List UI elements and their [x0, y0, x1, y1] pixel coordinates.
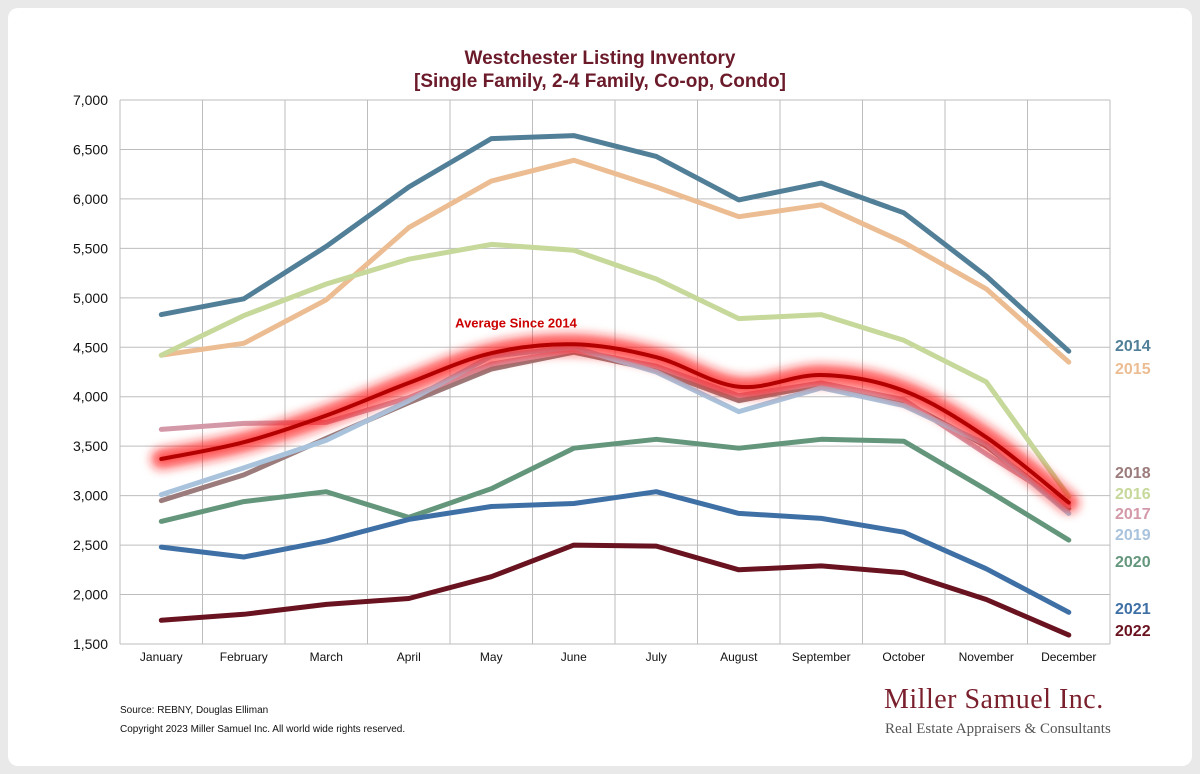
y-tick-label: 4,000 — [73, 389, 108, 405]
series-line-2022 — [158, 542, 1072, 638]
y-tick-label: 5,500 — [73, 240, 108, 256]
y-tick-label: 3,000 — [73, 488, 108, 504]
series-line-2021 — [158, 489, 1072, 615]
average-line — [159, 342, 1071, 505]
series-label-2018: 2018 — [1115, 465, 1151, 482]
y-tick-label: 6,000 — [73, 191, 108, 207]
x-tick-label: July — [646, 650, 667, 664]
chart-card — [8, 8, 1192, 766]
series-line-2015 — [158, 157, 1072, 365]
y-tick-label: 2,500 — [73, 537, 108, 553]
brand-logo-text: Miller Samuel Inc. — [884, 684, 1104, 715]
x-tick-label: November — [959, 650, 1014, 664]
y-tick-label: 2,000 — [73, 587, 108, 603]
series-label-2022: 2022 — [1115, 623, 1151, 640]
series-line-2016 — [158, 241, 1072, 500]
x-tick-label: December — [1041, 650, 1096, 664]
y-tick-label: 7,000 — [73, 92, 108, 108]
axes: 1,500 2,000 2,500 3,000 3,500 4,000 4,500 5,000… — [73, 92, 1096, 664]
y-tick-label: 5,000 — [73, 290, 108, 306]
x-tick-label: January — [140, 650, 183, 664]
series-labels: 2014 2015 2018 2016 2017 2019 2020 2021 2022 — [1115, 338, 1151, 640]
series-line-2019 — [158, 344, 1072, 516]
series-lines — [158, 133, 1072, 638]
y-tick-label: 6,500 — [73, 141, 108, 157]
x-tick-label: June — [561, 650, 587, 664]
series-label-2021: 2021 — [1115, 601, 1151, 618]
x-tick-label: May — [480, 650, 503, 664]
y-tick-label: 4,500 — [73, 339, 108, 355]
x-tick-label: August — [720, 650, 758, 664]
copyright-note: Copyright 2023 Miller Samuel Inc. All wo… — [120, 724, 406, 735]
chart-title: Westchester Listing Inventory — [464, 48, 736, 69]
source-note: Source: REBNY, Douglas Elliman — [120, 705, 269, 716]
x-tick-label: April — [397, 650, 421, 664]
x-tick-label: March — [310, 650, 343, 664]
x-tick-label: October — [882, 650, 925, 664]
series-label-2019: 2019 — [1115, 527, 1151, 544]
chart-subtitle: [Single Family, 2-4 Family, Co-op, Condo… — [414, 71, 786, 92]
x-tick-label: September — [792, 650, 851, 664]
average-line-label: Average Since 2014 — [455, 315, 577, 330]
y-tick-label: 3,500 — [73, 438, 108, 454]
x-tick-label: February — [220, 650, 268, 664]
average-line-group: Average Since 2014 — [151, 315, 1079, 513]
brand-tagline: Real Estate Appraisers & Consultants — [885, 721, 1111, 737]
series-line-2020 — [158, 436, 1072, 543]
series-label-2020: 2020 — [1115, 554, 1151, 571]
series-line-2014 — [158, 133, 1072, 354]
y-tick-label: 1,500 — [73, 636, 108, 652]
series-label-2017: 2017 — [1115, 506, 1151, 523]
series-label-2014: 2014 — [1115, 338, 1151, 355]
series-label-2015: 2015 — [1115, 361, 1151, 378]
series-label-2016: 2016 — [1115, 486, 1151, 503]
